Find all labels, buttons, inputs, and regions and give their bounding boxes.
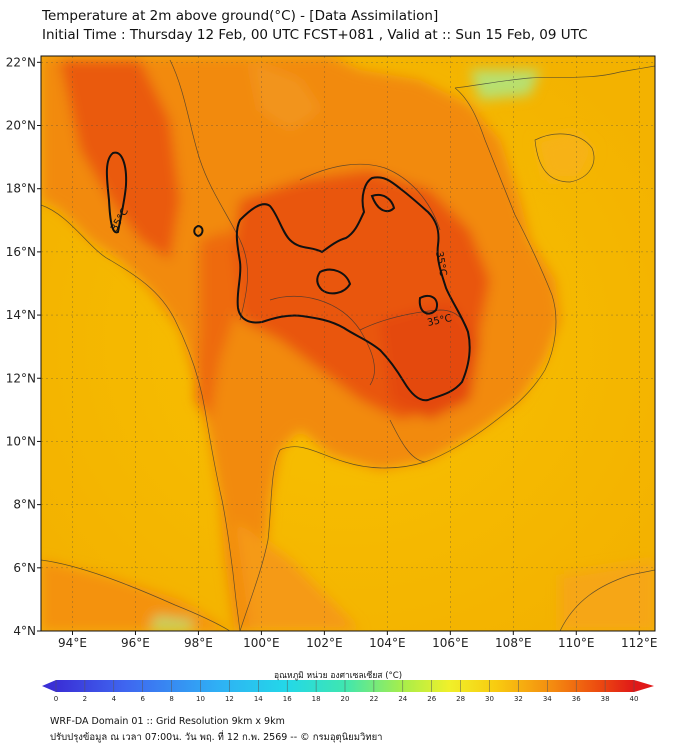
chart-title: Temperature at 2m above ground(°C) - [Da… (42, 8, 439, 24)
coastlines-and-borders (41, 59, 655, 631)
longitude-axis: 94°E 96°E 98°E 100°E 102°E 104°E 106°E 108°E 110… (58, 631, 658, 650)
colorbar-tick-label: 34 (543, 695, 552, 703)
colorbar-max-extend (634, 680, 654, 692)
colorbar-tick-label: 2 (83, 695, 87, 703)
colorbar-tick-label: 20 (341, 695, 350, 703)
colorbar-tick-label: 38 (601, 695, 610, 703)
lon-tick-label: 108°E (495, 636, 532, 650)
lat-tick-label: 8°N (13, 498, 36, 512)
colorbar: 0 2 4 6 8 10 12 14 16 18 20 22 24 26 28 30 32 34 36 38 40 (42, 680, 654, 703)
lon-tick-label: 102°E (306, 636, 343, 650)
lon-tick-label: 104°E (369, 636, 406, 650)
lon-tick-label: 98°E (184, 636, 213, 650)
colorbar-tick-label: 32 (514, 695, 523, 703)
footer-model-info: WRF-DA Domain 01 :: Grid Resolution 9km … (50, 716, 285, 727)
lat-tick-label: 10°N (6, 434, 36, 448)
colorbar-min-extend (42, 680, 56, 692)
colorbar-label: อุณหภูมิ หน่วย องศาเซลเซียส (°C) (273, 671, 403, 681)
contour-label: 35°C (426, 313, 452, 329)
lat-tick-label: 20°N (6, 119, 36, 133)
colorbar-tick-label: 14 (254, 695, 263, 703)
footer-credit: ปรับปรุงข้อมูล ณ เวลา 07:00น. วัน พฤ. ที… (50, 732, 383, 743)
lat-tick-label: 18°N (6, 182, 36, 196)
colorbar-tick-label: 16 (283, 695, 292, 703)
lat-tick-label: 6°N (13, 561, 36, 575)
land-temperature-field (41, 56, 655, 631)
colorbar-tick-label: 8 (169, 695, 173, 703)
colorbar-tick-label: 4 (112, 695, 117, 703)
lon-tick-label: 112°E (621, 636, 658, 650)
lat-tick-label: 22°N (6, 55, 36, 69)
colorbar-tick-label: 6 (140, 695, 145, 703)
lat-tick-label: 4°N (13, 624, 36, 638)
colorbar-tick-label: 12 (225, 695, 234, 703)
colorbar-tick-label: 28 (456, 695, 465, 703)
map-field: 35°C 35°C 35°C (41, 56, 655, 631)
lat-tick-label: 16°N (6, 245, 36, 259)
colorbar-tick-label: 10 (196, 695, 205, 703)
colorbar-tick-label: 0 (54, 695, 58, 703)
isotherm-35c (105, 151, 471, 402)
colorbar-tick-label: 30 (485, 695, 494, 703)
lat-tick-label: 12°N (6, 371, 36, 385)
colorbar-tick-label: 40 (630, 695, 639, 703)
lon-tick-label: 110°E (558, 636, 595, 650)
graticule (41, 56, 655, 631)
colorbar-tick-label: 18 (312, 695, 321, 703)
lon-tick-label: 94°E (58, 636, 87, 650)
chart-subtitle: Initial Time : Thursday 12 Feb, 00 UTC F… (42, 27, 588, 43)
latitude-axis: 4°N 6°N 8°N 10°N 12°N 14°N 16°N 18°N 20°N 22°N (6, 55, 41, 638)
lon-tick-label: 106°E (432, 636, 469, 650)
colorbar-tick-label: 36 (572, 695, 581, 703)
map-frame (40, 55, 656, 632)
colorbar-ticks: 0 2 4 6 8 10 12 14 16 18 20 22 24 26 28 30 32 34 36 38 40 (54, 680, 639, 703)
colorbar-tick-label: 24 (398, 695, 407, 703)
colorbar-tick-label: 26 (427, 695, 436, 703)
lon-tick-label: 96°E (121, 636, 150, 650)
colorbar-tick-label: 22 (369, 695, 378, 703)
lon-tick-label: 100°E (243, 636, 280, 650)
contour-label: 35°C (433, 251, 448, 277)
lat-tick-label: 14°N (6, 308, 36, 322)
